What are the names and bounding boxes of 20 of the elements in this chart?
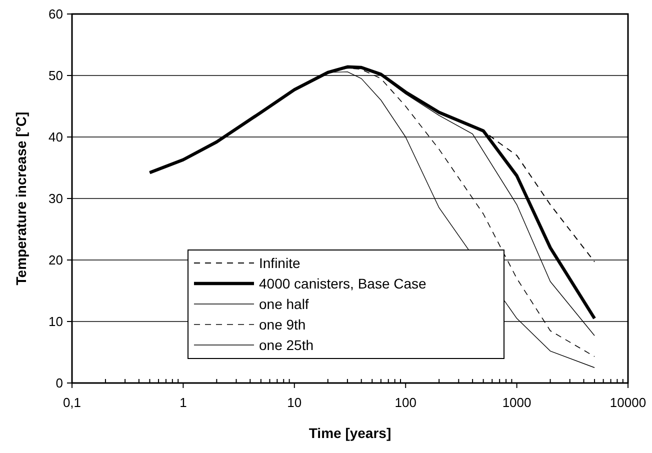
y-tick-label: 0	[56, 376, 63, 391]
y-tick-label: 10	[48, 314, 63, 330]
y-tick-label: 30	[48, 191, 63, 206]
x-tick-label: 0,1	[62, 395, 82, 410]
legend-label: 4000 canisters, Base Case	[259, 275, 427, 292]
y-tick-label: 40	[48, 130, 63, 145]
x-tick-label: 1	[180, 395, 187, 410]
legend-label: one half	[259, 296, 309, 312]
y-tick-label: 60	[48, 6, 63, 22]
y-tick-label: 20	[48, 252, 63, 268]
x-tick-label: 1000	[502, 395, 532, 410]
legend-label: one 25th	[259, 336, 314, 353]
legend-label: Infinite	[259, 254, 300, 271]
x-tick-label: 10	[287, 395, 302, 410]
legend-label: one 9th	[259, 316, 306, 332]
x-axis-title: Time [years]	[308, 425, 392, 441]
y-axis-title: Temperature increase [°C]	[13, 112, 29, 286]
x-tick-label: 100	[394, 395, 416, 410]
y-tick-label: 50	[48, 68, 63, 84]
x-tick-label: 10000	[610, 395, 646, 410]
